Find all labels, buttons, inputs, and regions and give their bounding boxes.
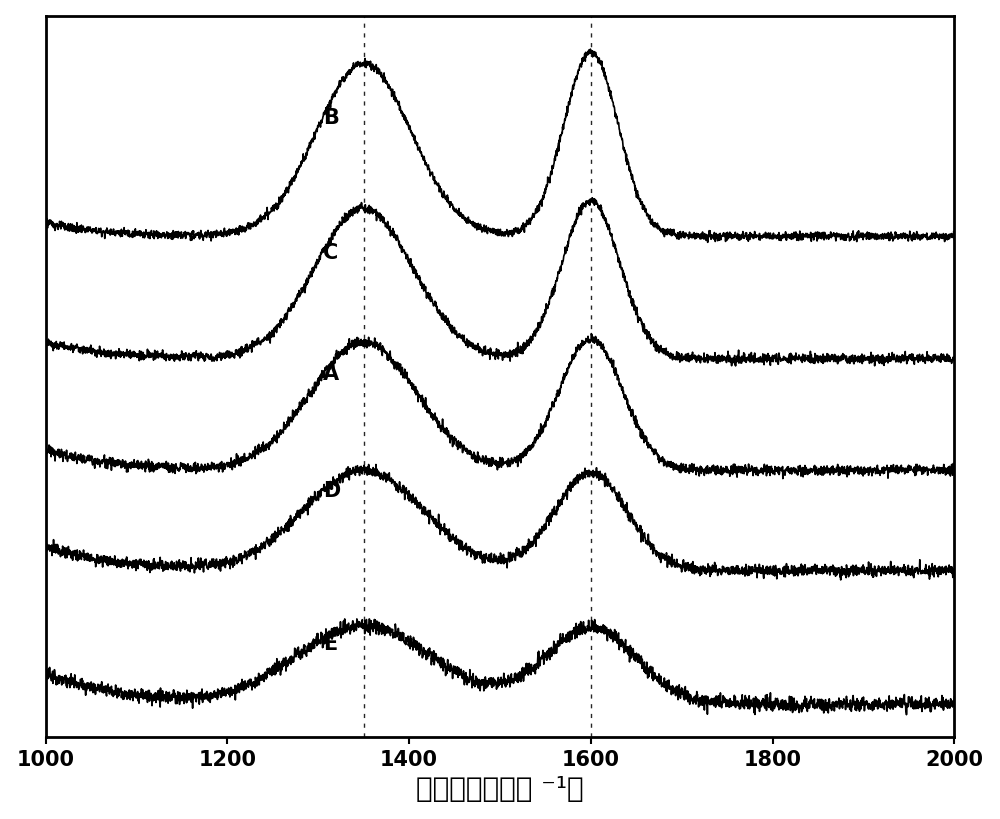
X-axis label: 拉曼位移（厘米 ⁻¹）: 拉曼位移（厘米 ⁻¹） [416, 775, 584, 803]
Text: C: C [323, 242, 338, 263]
Text: E: E [323, 633, 337, 653]
Text: B: B [323, 108, 339, 128]
Text: A: A [323, 364, 339, 384]
Text: D: D [323, 481, 340, 500]
